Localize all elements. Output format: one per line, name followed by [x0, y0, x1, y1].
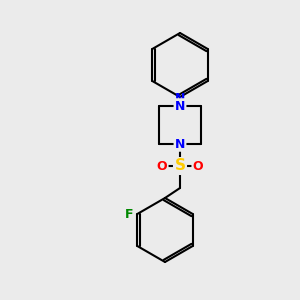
Text: N: N: [175, 137, 185, 151]
Text: O: O: [193, 160, 203, 172]
Text: S: S: [175, 158, 185, 173]
Text: N: N: [175, 100, 185, 112]
Text: O: O: [157, 160, 167, 172]
Text: F: F: [125, 208, 134, 220]
Text: N: N: [175, 92, 185, 106]
